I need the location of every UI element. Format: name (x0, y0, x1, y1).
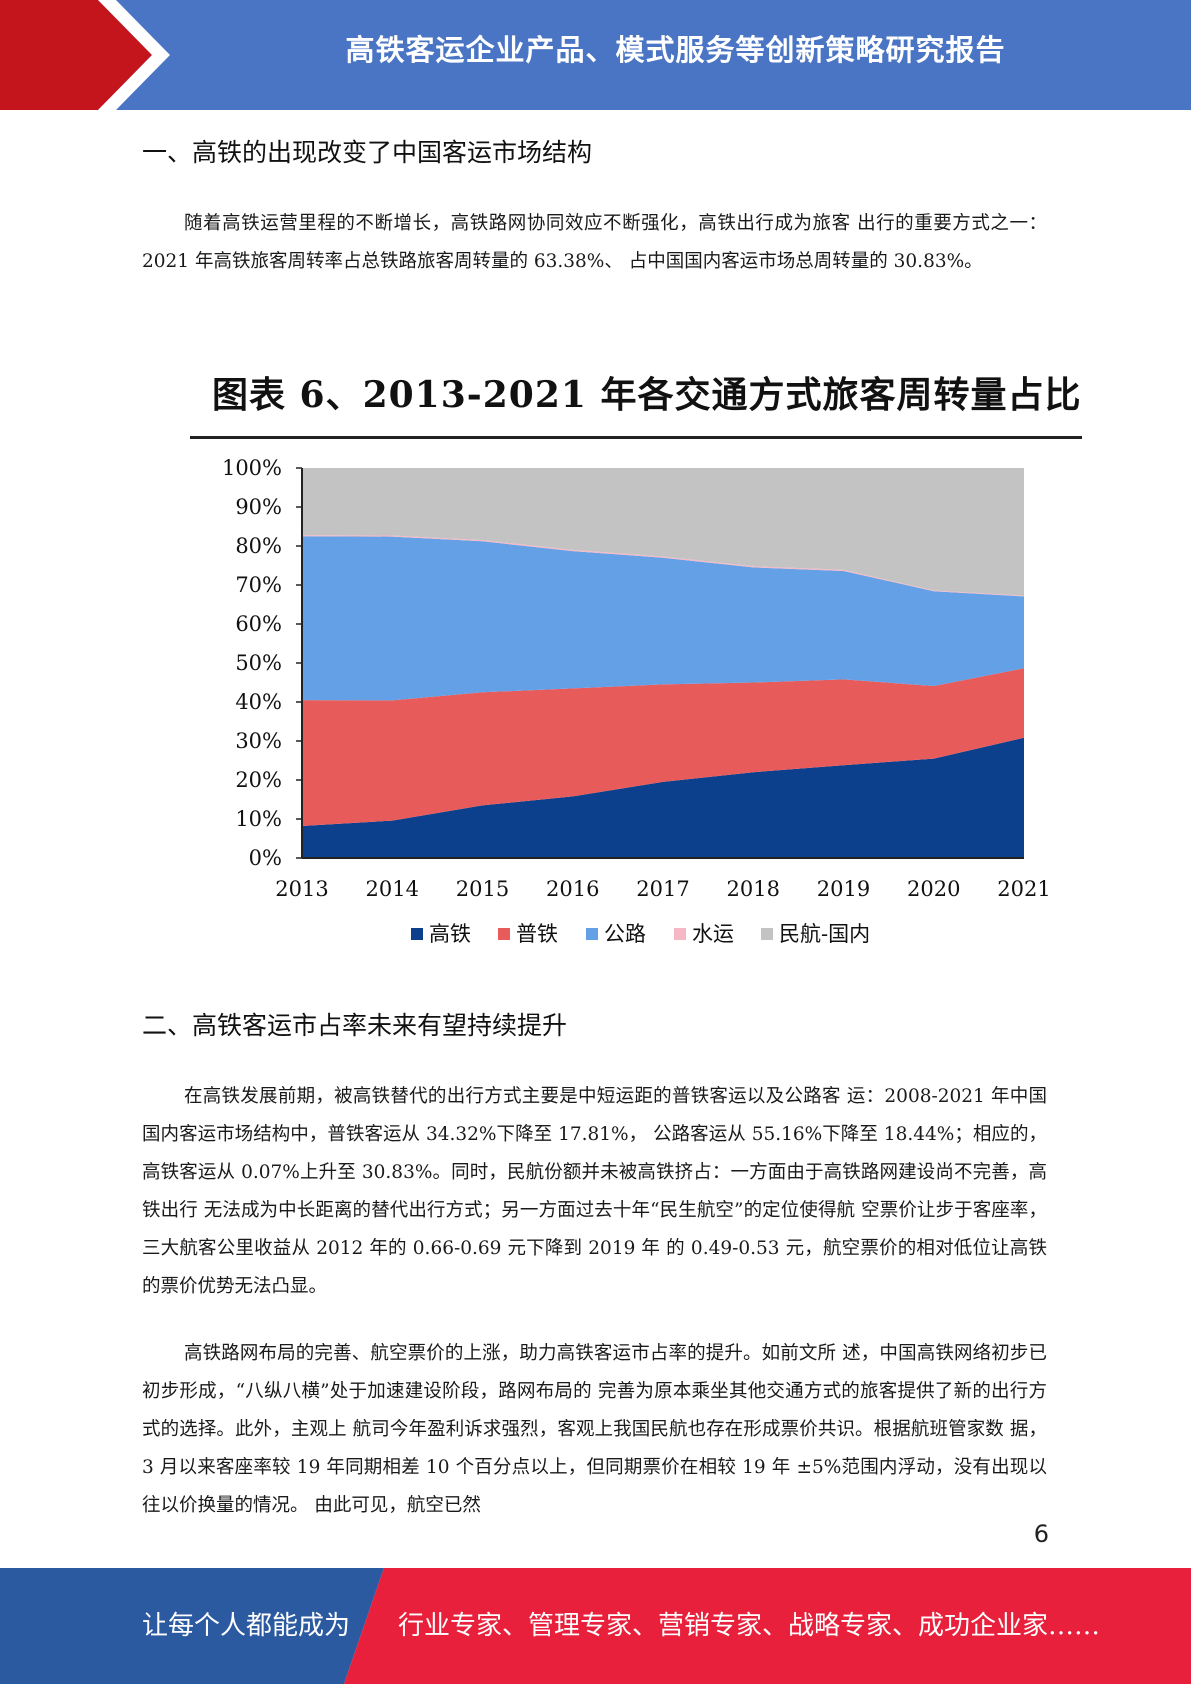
stacked-area-chart: 0% 10% 20% 30% 40% 50% 60% 70% 80% 90% 100% 2013 201… (222, 456, 1051, 946)
figure-title-rule (190, 436, 1082, 439)
header-title: 高铁客运企业产品、模式服务等创新策略研究报告 (345, 33, 1006, 67)
footer-slogan-right: 行业专家、管理专家、营销专家、战略专家、成功企业家…… (398, 1611, 1101, 1641)
legend-label-1: 普铁 (516, 922, 558, 946)
y-tick-label: 90% (235, 495, 282, 519)
section-2-paragraph-2: 高铁路网布局的完善、航空票价的上涨，助力高铁客运市占率的提升。如前文所 述，中国… (142, 1343, 1047, 1516)
page-footer: 让每个人都能成为 行业专家、管理专家、营销专家、战略专家、成功企业家…… (0, 1568, 1191, 1684)
x-tick-label: 2017 (636, 877, 689, 901)
y-tick-label: 40% (235, 690, 282, 714)
page-header: 高铁客运企业产品、模式服务等创新策略研究报告 (0, 0, 1191, 110)
y-tick-label: 30% (235, 729, 282, 753)
legend-swatch-2 (586, 928, 598, 940)
figure-title: 图表 6、2013-2021 年各交通方式旅客周转量占比 (212, 374, 1082, 416)
x-tick-label: 2014 (366, 877, 419, 901)
y-tick-label: 80% (235, 534, 282, 558)
legend-label-3: 水运 (692, 922, 734, 946)
legend-swatch-4 (761, 928, 773, 940)
legend-label-0: 高铁 (429, 922, 471, 946)
series-area-0 (302, 737, 1024, 858)
header-chevron-decoration (0, 0, 170, 110)
y-tick-label: 60% (235, 612, 282, 636)
section-2-paragraph-1: 在高铁发展前期，被高铁替代的出行方式主要是中短运距的普铁客运以及公路客 运：20… (142, 1086, 1047, 1297)
x-tick-label: 2020 (907, 877, 960, 901)
section-1-heading: 一、高铁的出现改变了中国客运市场结构 (142, 138, 593, 167)
x-tick-label: 2019 (817, 877, 870, 901)
legend-label-4: 民航-国内 (779, 922, 870, 946)
page-number: 6 (1033, 1520, 1049, 1548)
y-tick-label: 20% (235, 768, 282, 792)
legend-label-2: 公路 (604, 922, 646, 946)
footer-background (0, 1568, 1191, 1684)
series-area-1 (302, 668, 1024, 826)
y-tick-label: 50% (235, 651, 282, 675)
figure-6: 图表 6、2013-2021 年各交通方式旅客周转量占比 0% 10% 20% 30%… (186, 352, 1086, 956)
x-tick-label: 2021 (997, 877, 1050, 901)
footer-slogan-left: 让每个人都能成为 (142, 1611, 351, 1641)
legend-swatch-1 (498, 928, 510, 940)
y-tick-label: 100% (222, 456, 282, 480)
y-tick-label: 10% (235, 807, 282, 831)
y-tick-label: 0% (249, 846, 282, 870)
x-tick-label: 2015 (456, 877, 509, 901)
series-area-2 (302, 536, 1024, 701)
legend-swatch-3 (674, 928, 686, 940)
y-tick-label: 70% (235, 573, 282, 597)
section-2-heading: 二、高铁客运市占率未来有望持续提升 (142, 1011, 568, 1040)
series-area-4 (302, 468, 1024, 596)
x-tick-label: 2013 (275, 877, 328, 901)
x-tick-label: 2018 (727, 877, 780, 901)
x-tick-label: 2016 (546, 877, 599, 901)
section-1-paragraph: 随着高铁运营里程的不断增长，高铁路网协同效应不断强化，高铁出行成为旅客 出行的重… (142, 213, 1047, 272)
legend-swatch-0 (411, 928, 423, 940)
